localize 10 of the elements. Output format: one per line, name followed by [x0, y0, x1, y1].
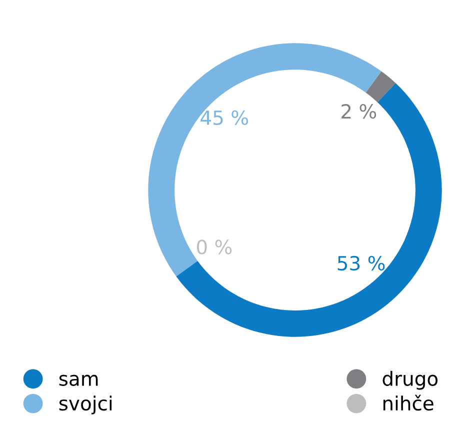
donut-slice [366, 71, 396, 102]
legend-label: drugo [382, 370, 438, 390]
legend-label: nihče [383, 394, 434, 411]
legend-label: sam [59, 374, 98, 386]
data-label: 45 % [200, 110, 248, 126]
data-label: 2 % [342, 104, 376, 119]
text: 0 % [196, 240, 232, 254]
legend-label: svojci [59, 396, 112, 414]
donut-slice [176, 82, 442, 337]
data-label: 53 % [338, 256, 385, 271]
